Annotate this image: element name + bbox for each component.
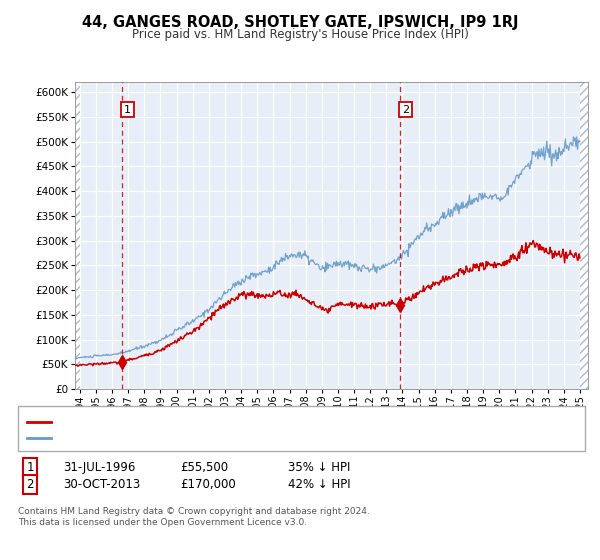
Text: 35% ↓ HPI: 35% ↓ HPI — [288, 461, 350, 474]
Text: 2: 2 — [26, 478, 34, 491]
Text: 30-OCT-2013: 30-OCT-2013 — [63, 478, 140, 491]
Text: 44, GANGES ROAD, SHOTLEY GATE, IPSWICH, IP9 1RJ (detached house): 44, GANGES ROAD, SHOTLEY GATE, IPSWICH, … — [55, 417, 426, 427]
Text: 1: 1 — [124, 105, 131, 115]
Text: £55,500: £55,500 — [180, 461, 228, 474]
Text: HPI: Average price, detached house, Babergh: HPI: Average price, detached house, Babe… — [55, 433, 292, 443]
Text: 31-JUL-1996: 31-JUL-1996 — [63, 461, 136, 474]
Text: Price paid vs. HM Land Registry's House Price Index (HPI): Price paid vs. HM Land Registry's House … — [131, 28, 469, 41]
Bar — [75, 82, 80, 389]
Bar — [580, 82, 588, 389]
Text: 44, GANGES ROAD, SHOTLEY GATE, IPSWICH, IP9 1RJ: 44, GANGES ROAD, SHOTLEY GATE, IPSWICH, … — [82, 15, 518, 30]
Text: 1: 1 — [26, 461, 34, 474]
Text: 42% ↓ HPI: 42% ↓ HPI — [288, 478, 350, 491]
Text: Contains HM Land Registry data © Crown copyright and database right 2024.: Contains HM Land Registry data © Crown c… — [18, 506, 370, 516]
Text: 2: 2 — [402, 105, 409, 115]
Text: This data is licensed under the Open Government Licence v3.0.: This data is licensed under the Open Gov… — [18, 517, 307, 527]
Text: £170,000: £170,000 — [180, 478, 236, 491]
